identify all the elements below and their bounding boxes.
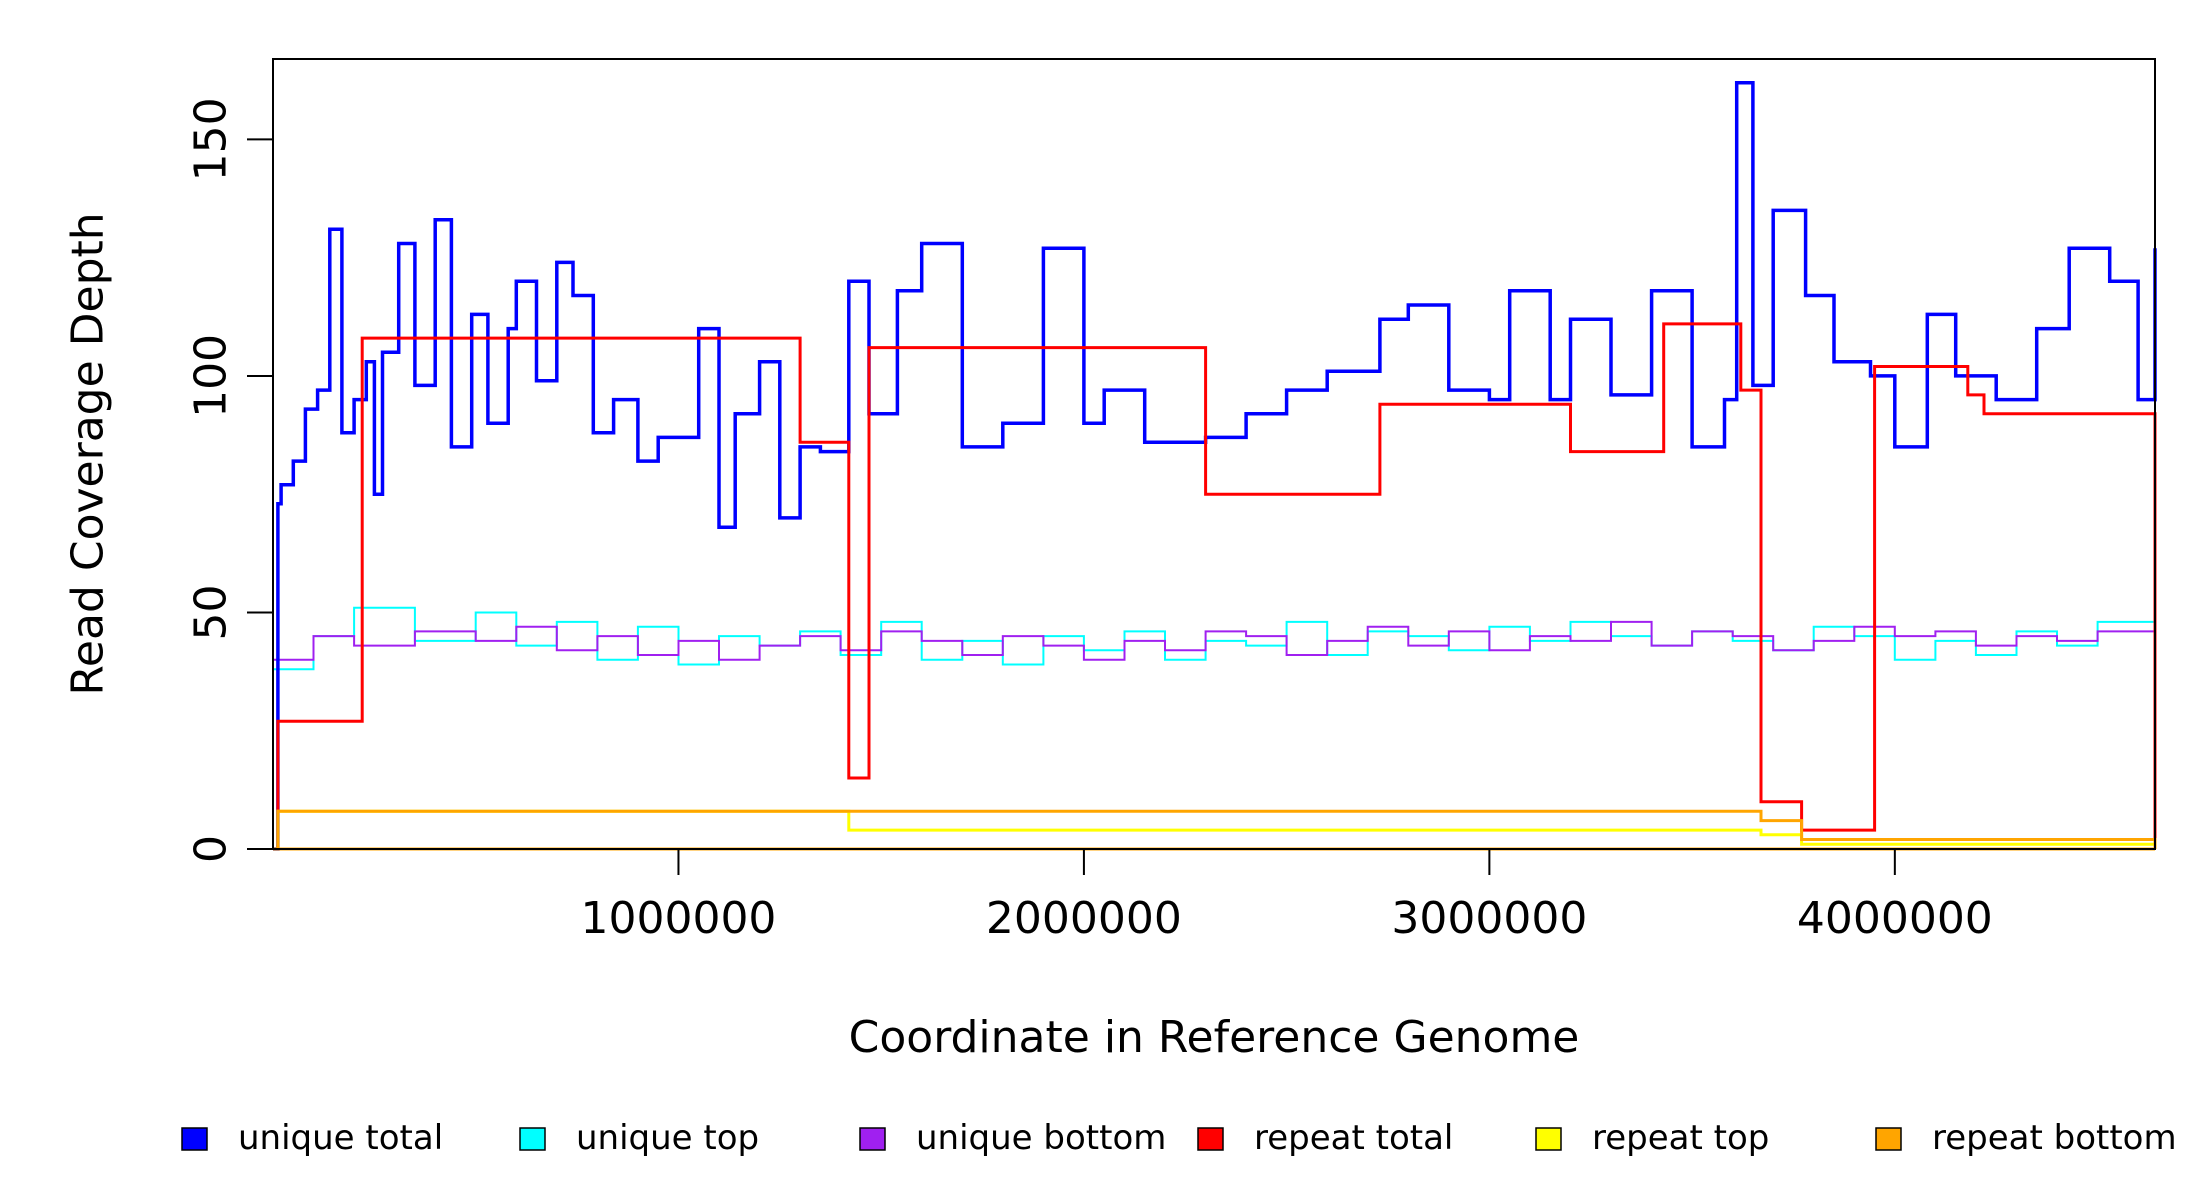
legend-swatch-repeat-bottom <box>1875 1127 1902 1151</box>
legend-label-repeat-total: repeat total <box>1254 1118 1453 1158</box>
x-tick-label: 1000000 <box>580 893 776 944</box>
series-line-repeat-total <box>273 322 2157 851</box>
series-layer <box>273 80 2157 851</box>
y-axis-title: Read Coverage Depth <box>63 212 114 695</box>
series-line-repeat-bottom <box>273 809 2157 851</box>
legend-swatch-unique-total <box>181 1127 208 1151</box>
legend-label-repeat-bottom: repeat bottom <box>1932 1118 2177 1158</box>
plot-frame <box>272 58 2156 850</box>
x-tick-label: 4000000 <box>1797 893 1993 944</box>
legend-label-repeat-top: repeat top <box>1592 1118 1769 1158</box>
x-tick-label: 2000000 <box>986 893 1182 944</box>
x-tick-label: 3000000 <box>1391 893 1587 944</box>
series-line-unique-bottom <box>273 620 2156 661</box>
legend-swatch-unique-top <box>519 1127 546 1151</box>
y-tick-label: 100 <box>186 334 237 418</box>
legend-label-unique-total: unique total <box>238 1118 443 1158</box>
legend-swatch-repeat-top <box>1535 1127 1562 1151</box>
legend: unique total unique top unique bottom repea… <box>181 1118 2177 1158</box>
legend-label-unique-bottom: unique bottom <box>916 1118 1166 1158</box>
legend-swatch-unique-bottom <box>859 1127 886 1151</box>
series-line-unique-top <box>273 606 2156 671</box>
legend-label-unique-top: unique top <box>576 1118 759 1158</box>
y-tick-label: 0 <box>186 835 237 863</box>
y-tick-label: 150 <box>186 97 237 181</box>
y-axis: 0 50 100 150 <box>186 97 273 863</box>
y-tick-label: 50 <box>186 584 237 640</box>
legend-swatch-repeat-total <box>1197 1127 1224 1151</box>
series-line-unique-total <box>273 80 2157 851</box>
x-axis: 1000000 2000000 3000000 4000000 <box>580 849 1993 944</box>
x-axis-title: Coordinate in Reference Genome <box>849 1012 1580 1063</box>
